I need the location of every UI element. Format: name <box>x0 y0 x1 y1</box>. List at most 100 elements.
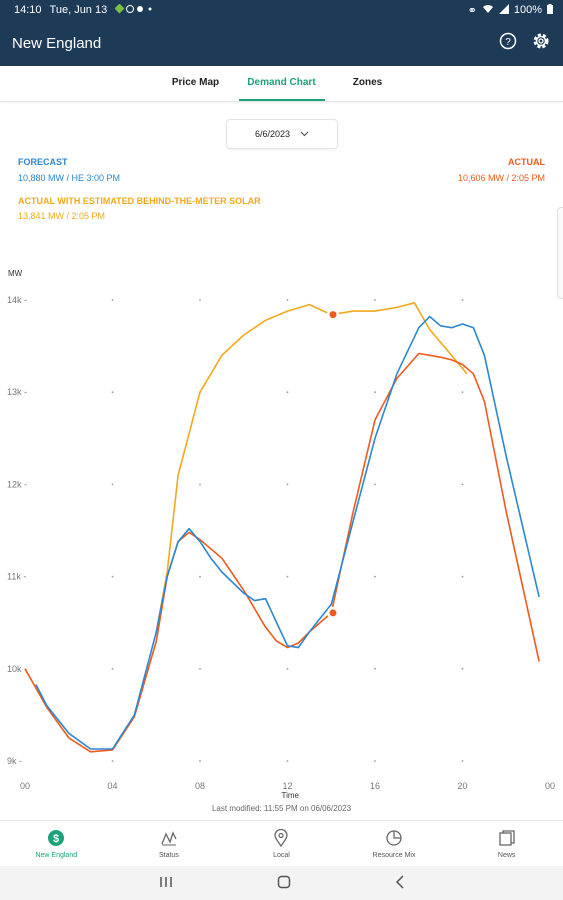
status-icon <box>160 829 178 849</box>
nav-status[interactable]: Status <box>113 821 226 866</box>
grid-dot <box>286 299 289 301</box>
legend-actual-value: 10,606 MW / 2:05 PM <box>457 173 545 183</box>
tab-bar: Price Map Demand Chart Zones <box>0 66 563 102</box>
series-line <box>24 352 540 753</box>
grid-dot <box>374 575 376 578</box>
battery-level: 100% <box>513 4 542 16</box>
legend-btm-label: ACTUAL WITH ESTIMATED BEHIND-THE-METER S… <box>18 196 261 206</box>
grid-dot <box>199 575 201 578</box>
demand-chart: 14k - 13k - 12k - 11k - 10k - 9k - 00 04 08 12 16… <box>7 269 555 800</box>
grid-dot <box>461 575 464 578</box>
home-icon[interactable] <box>277 875 291 892</box>
grid-dot <box>199 667 201 670</box>
y-axis-label: MW <box>8 269 23 278</box>
status-date: Tue, Jun 13 <box>49 4 108 16</box>
grid-dot <box>286 667 289 670</box>
tab-price-map[interactable]: Price Map <box>171 77 220 88</box>
grid-dot <box>111 483 114 486</box>
nav-label: New England <box>35 851 78 859</box>
grid-dot <box>111 299 114 301</box>
legend-actual-label: ACTUAL <box>508 157 545 167</box>
page-title: New England <box>12 34 102 52</box>
nav-local[interactable]: Local <box>225 821 338 866</box>
series-line <box>35 315 540 750</box>
date-picker[interactable]: 6/6/2023 <box>226 119 338 149</box>
grid-dot <box>111 667 114 670</box>
chevron-down-icon <box>300 129 309 139</box>
grid-dot <box>111 391 114 394</box>
settings-gear-icon[interactable] <box>531 31 551 56</box>
series-line <box>155 301 468 633</box>
recent-apps-icon[interactable] <box>159 875 173 891</box>
series-marker <box>329 609 337 617</box>
nav-news[interactable]: News <box>450 821 563 866</box>
nav-label: Status <box>158 851 179 859</box>
grid-dot <box>374 299 376 301</box>
x-tick-label: 08 <box>195 781 205 791</box>
grid-dot <box>374 483 376 486</box>
wifi-icon <box>482 4 494 17</box>
x-tick-label: 00 <box>20 781 30 791</box>
nav-label: News <box>497 851 516 859</box>
back-icon[interactable] <box>395 874 405 892</box>
grid-dot <box>111 575 114 578</box>
y-tick-label: 14k - <box>7 295 27 305</box>
y-tick-label: 9k - <box>7 756 22 766</box>
help-icon[interactable]: ? <box>499 32 517 55</box>
x-tick-label: 12 <box>282 781 292 791</box>
bottom-nav: $ New England Status Local Resource Mix … <box>0 820 563 866</box>
grid-dot <box>461 760 464 762</box>
legend-btm-value: 13,841 MW / 2:05 PM <box>18 211 106 221</box>
grid-dot <box>286 760 289 762</box>
svg-text:?: ? <box>505 37 511 48</box>
scroll-handle[interactable] <box>557 207 563 299</box>
signal-icon <box>498 3 509 17</box>
x-tick-label: 04 <box>107 781 117 791</box>
grid-dot <box>374 760 376 762</box>
grid-dot <box>286 575 289 578</box>
grid-dot <box>199 483 201 486</box>
grid-dot <box>374 391 376 394</box>
tab-zones[interactable]: Zones <box>352 77 383 88</box>
link-icon: ⚭ <box>467 4 477 17</box>
battery-icon <box>547 3 553 17</box>
date-picker-value: 6/6/2023 <box>254 129 291 139</box>
grid-dot <box>461 299 464 301</box>
news-icon <box>498 829 516 849</box>
notification-icons <box>114 3 155 17</box>
x-tick-label: 00 <box>545 781 555 791</box>
svg-text:$: $ <box>53 833 59 845</box>
grid-dot <box>461 483 464 486</box>
x-axis-label: Time <box>282 791 300 800</box>
series-marker <box>329 311 337 319</box>
status-bar: 14:10 Tue, Jun 13 ⚭ 100% <box>0 0 563 20</box>
grid-dot <box>199 760 201 762</box>
tab-demand-chart[interactable]: Demand Chart <box>238 66 325 101</box>
y-tick-label: 13k - <box>7 387 27 397</box>
nav-label: Resource Mix <box>372 851 416 859</box>
y-tick-label: 11k - <box>7 572 26 582</box>
dollar-icon: $ <box>47 829 65 849</box>
nav-new-england[interactable]: $ New England <box>0 821 113 866</box>
legend-forecast-value: 10,880 MW / HE 3:00 PM <box>18 173 121 183</box>
grid-dot <box>461 667 464 670</box>
pie-chart-icon <box>385 829 403 849</box>
last-modified: Last modified: 11:55 PM on 06/06/2023 <box>211 804 352 813</box>
y-tick-label: 12k - <box>7 479 27 489</box>
grid-dot <box>374 667 376 670</box>
grid-dot <box>111 760 114 762</box>
status-time: 14:10 <box>14 4 42 16</box>
nav-label: Local <box>273 851 290 859</box>
system-nav-bar <box>0 866 563 900</box>
x-tick-label: 16 <box>370 781 380 791</box>
legend-forecast-label: FORECAST <box>18 157 68 167</box>
grid-dot <box>286 391 289 394</box>
grid-dot <box>286 483 289 486</box>
app-bar: New England ? <box>0 20 563 66</box>
location-pin-icon <box>272 828 290 849</box>
x-tick-label: 20 <box>457 781 467 791</box>
nav-resource-mix[interactable]: Resource Mix <box>338 821 451 866</box>
y-tick-label: 10k - <box>7 664 27 674</box>
grid-dot <box>461 391 464 394</box>
grid-dot <box>199 299 201 301</box>
